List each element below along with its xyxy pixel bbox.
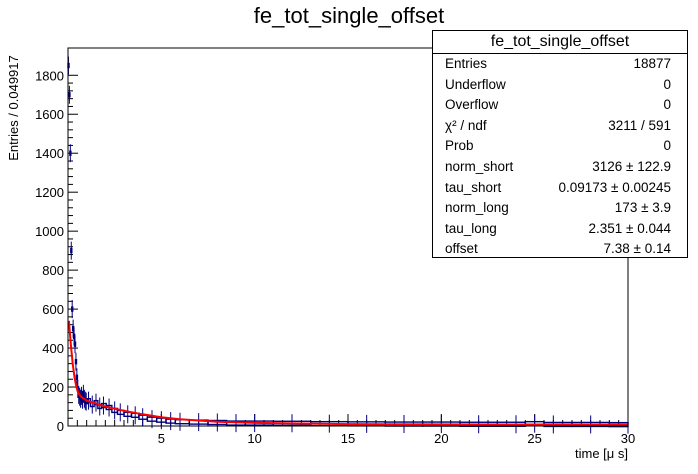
stats-row: Entries 18877 bbox=[433, 54, 687, 75]
stats-row-label: χ² / ndf bbox=[445, 117, 487, 133]
stats-row: Underflow 0 bbox=[433, 75, 687, 96]
y-tick-label: 1200 bbox=[35, 185, 64, 200]
stats-row-label: Underflow bbox=[445, 76, 506, 92]
y-tick-label: 800 bbox=[42, 263, 64, 278]
x-tick-label: 5 bbox=[158, 431, 165, 446]
stats-row-value: 0 bbox=[663, 76, 671, 92]
x-tick-label: 15 bbox=[341, 431, 355, 446]
fit-curve bbox=[67, 320, 629, 426]
stats-row-value: 7.38 ± 0.14 bbox=[603, 241, 671, 257]
stats-box: fe_tot_single_offset Entries 18877 Underfl… bbox=[432, 30, 688, 258]
stats-row: tau_short 0.09173 ± 0.00245 bbox=[433, 178, 687, 199]
stats-row: Overflow 0 bbox=[433, 95, 687, 116]
stats-row: norm_long 173 ± 3.9 bbox=[433, 198, 687, 219]
stats-row-value: 3211 / 591 bbox=[608, 117, 671, 133]
stats-row-value: 2.351 ± 0.044 bbox=[588, 220, 671, 236]
stats-row-label: Overflow bbox=[445, 97, 499, 113]
stats-box-title: fe_tot_single_offset bbox=[433, 31, 687, 54]
y-tick-label: 1000 bbox=[35, 224, 64, 239]
stats-rows: Entries 18877 Underflow 0 Overflow 0 χ² / ndf 3… bbox=[433, 54, 687, 260]
fit-curve-series bbox=[67, 320, 629, 426]
y-axis-label: Entries / 0.049917 bbox=[6, 55, 21, 161]
chart-title: fe_tot_single_offset bbox=[254, 3, 444, 28]
stats-row-value: 173 ± 3.9 bbox=[614, 200, 671, 216]
stats-row-value: 0 bbox=[663, 97, 671, 113]
y-tick-label: 1600 bbox=[35, 107, 64, 122]
stats-row: offset 7.38 ± 0.14 bbox=[433, 239, 687, 260]
stats-row: tau_long 2.351 ± 0.044 bbox=[433, 219, 687, 240]
stats-row-value: 0 bbox=[663, 138, 671, 154]
stats-row-label: norm_short bbox=[445, 158, 514, 174]
x-tick-label: 25 bbox=[527, 431, 541, 446]
stats-row-value: 3126 ± 122.9 bbox=[592, 158, 671, 174]
y-tick-label: 400 bbox=[42, 341, 64, 356]
y-tick-label: 600 bbox=[42, 302, 64, 317]
stats-row: Prob 0 bbox=[433, 136, 687, 157]
stats-row-label: tau_long bbox=[445, 220, 497, 236]
stats-row-label: Prob bbox=[445, 138, 474, 154]
y-tick-label: 0 bbox=[57, 419, 64, 434]
x-tick-label: 10 bbox=[247, 431, 261, 446]
y-tick-label: 200 bbox=[42, 380, 64, 395]
y-tick-label: 1800 bbox=[35, 68, 64, 83]
stats-row-label: tau_short bbox=[445, 179, 502, 195]
x-axis-label: time [μ s] bbox=[575, 446, 628, 461]
stats-row-value: 18877 bbox=[633, 56, 671, 71]
stats-row-value: 0.09173 ± 0.00245 bbox=[558, 179, 671, 195]
stats-row-label: norm_long bbox=[445, 200, 509, 216]
stats-row-label: offset bbox=[445, 241, 478, 257]
stats-row: χ² / ndf 3211 / 591 bbox=[433, 116, 687, 137]
stats-row: norm_short 3126 ± 122.9 bbox=[433, 157, 687, 178]
x-tick-label: 20 bbox=[434, 431, 448, 446]
x-tick-label: 30 bbox=[621, 431, 635, 446]
stats-row-label: Entries bbox=[445, 56, 488, 71]
y-tick-label: 1400 bbox=[35, 146, 64, 161]
